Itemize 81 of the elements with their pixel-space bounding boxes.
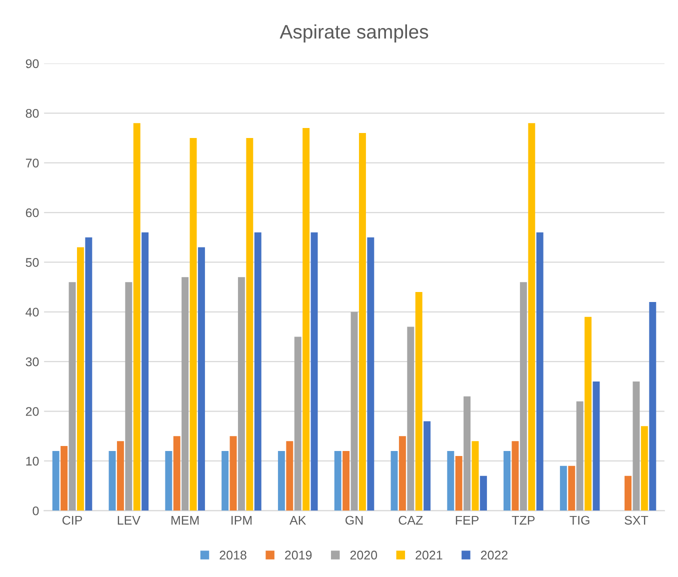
bar — [455, 456, 462, 511]
bar — [302, 128, 310, 511]
y-tick-label: 70 — [26, 158, 39, 168]
x-tick-label: CIP — [62, 516, 82, 525]
x-tick-label: SXT — [624, 516, 648, 525]
bar — [472, 441, 479, 511]
x-tick-label: IPM — [232, 516, 252, 525]
x-tick-label: FEP — [456, 516, 479, 525]
bar — [342, 451, 350, 511]
bar — [294, 336, 302, 511]
bar — [222, 451, 229, 511]
bar — [584, 316, 592, 511]
bar — [173, 436, 180, 511]
bar — [367, 237, 374, 511]
bar — [464, 396, 471, 511]
bar — [512, 441, 519, 511]
bar — [390, 451, 398, 511]
bar — [133, 123, 140, 511]
x-tick-label: GN — [346, 516, 363, 525]
bar — [198, 247, 205, 511]
bar — [350, 312, 358, 511]
legend-label: 2021 — [416, 550, 442, 560]
bar — [528, 123, 536, 511]
bar — [592, 381, 600, 511]
bar — [624, 476, 632, 511]
y-tick-label: 30 — [26, 357, 39, 366]
legend-label: 2018 — [220, 550, 246, 560]
bar — [649, 302, 656, 511]
x-tick-label: TIG — [570, 516, 590, 525]
bar — [190, 138, 197, 511]
bar — [142, 232, 149, 511]
bar — [310, 232, 318, 511]
legend-label: 2020 — [350, 550, 378, 560]
bar — [520, 282, 527, 511]
y-tick-label: 60 — [26, 208, 39, 218]
bar — [238, 277, 245, 511]
bar — [108, 451, 116, 511]
y-tick-label: 80 — [26, 108, 39, 118]
y-tick-label: 40 — [26, 308, 39, 317]
legend-label: 2022 — [480, 550, 508, 560]
bar — [52, 451, 60, 511]
x-tick-label: AK — [290, 516, 306, 525]
y-tick-label: 10 — [26, 456, 39, 466]
x-tick-label: LEV — [118, 516, 140, 525]
bar — [165, 451, 172, 511]
bar — [246, 138, 254, 511]
bar — [68, 282, 76, 511]
bar — [536, 232, 544, 511]
bar — [182, 277, 189, 511]
bar — [76, 247, 84, 511]
bar — [286, 441, 294, 511]
bar — [568, 466, 576, 511]
bar — [398, 436, 406, 511]
bar — [576, 401, 584, 511]
y-tick-label: 20 — [26, 407, 39, 416]
bar — [632, 381, 640, 511]
bar — [480, 476, 487, 511]
bar — [407, 326, 414, 511]
y-tick-label: 0 — [32, 506, 39, 516]
bar — [116, 441, 124, 511]
bar — [334, 451, 342, 511]
x-tick-label: TZP — [512, 516, 535, 525]
bar — [560, 466, 567, 511]
bar — [447, 451, 454, 511]
bar — [85, 237, 92, 511]
bar — [358, 133, 366, 511]
bar — [60, 446, 68, 511]
y-tick-label: 90 — [26, 59, 39, 68]
x-tick-label: MEM — [172, 516, 199, 525]
bar — [230, 436, 237, 511]
bar — [415, 292, 422, 511]
bar — [640, 426, 648, 511]
legend-label: 2019 — [285, 550, 312, 560]
x-tick-label: CAZ — [398, 516, 423, 525]
chart-title: Aspirate samples — [280, 24, 428, 43]
bar — [125, 282, 132, 511]
bar — [254, 232, 262, 511]
bar — [504, 451, 511, 511]
bar — [278, 451, 285, 511]
y-tick-label: 50 — [26, 258, 39, 267]
bar — [424, 421, 431, 511]
